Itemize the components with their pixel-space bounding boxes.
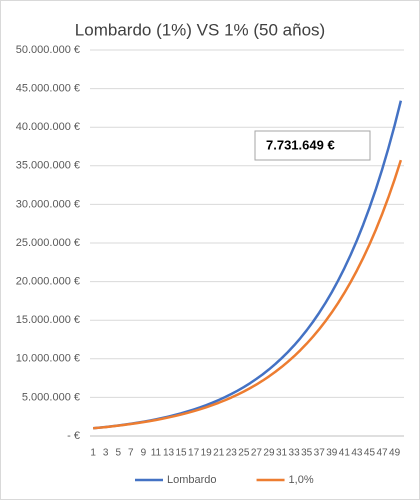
x-tick-label: 15 <box>175 448 187 459</box>
line-series <box>93 159 403 430</box>
y-tick-label: 50.000.000 € <box>16 44 80 56</box>
x-tick-label: 13 <box>163 448 175 459</box>
legend-label: 1,0% <box>289 474 314 486</box>
x-tick-label: 25 <box>238 448 250 459</box>
x-tick-label: 41 <box>339 448 351 459</box>
x-tick-label: 45 <box>364 448 376 459</box>
x-tick-label: 23 <box>226 448 238 459</box>
y-tick-label: - € <box>67 430 80 442</box>
x-tick-label: 29 <box>263 448 275 459</box>
x-tick-label: 3 <box>103 448 109 459</box>
annotation: 7.731.649 € <box>266 137 335 152</box>
x-tick-label: 31 <box>276 448 288 459</box>
x-tick-label: 11 <box>151 448 162 459</box>
x-tick-label: 43 <box>351 448 363 459</box>
y-tick-label: 10.000.000 € <box>16 353 80 365</box>
annotation-box <box>254 130 371 161</box>
x-tick-label: 47 <box>376 448 388 459</box>
y-tick-label: 5.000.000 € <box>22 391 80 403</box>
x-tick-label: 19 <box>201 448 213 459</box>
y-tick-label: 15.000.000 € <box>16 314 80 326</box>
x-tick-label: 39 <box>326 448 338 459</box>
x-tick-label: 17 <box>188 448 200 459</box>
x-tick-label: 1 <box>90 448 96 459</box>
x-tick-label: 9 <box>141 448 147 459</box>
x-tick-label: 5 <box>115 448 121 459</box>
y-tick-label: 20.000.000 € <box>16 276 80 288</box>
x-tick-label: 33 <box>289 448 301 459</box>
y-tick-label: 45.000.000 € <box>16 83 80 95</box>
x-tick-label: 37 <box>314 448 326 459</box>
y-tick-label: 25.000.000 € <box>16 237 80 249</box>
chart-title: Lombardo (1%) VS 1% (50 años) <box>75 20 325 39</box>
y-tick-label: 40.000.000 € <box>16 121 80 133</box>
x-tick-label: 21 <box>213 448 225 459</box>
grid <box>90 49 404 437</box>
x-tick-label: 7 <box>128 448 134 459</box>
y-tick-label: 30.000.000 € <box>16 198 80 210</box>
x-tick-label: 27 <box>251 448 263 459</box>
x-tick-label: 49 <box>389 448 401 459</box>
x-tick-label: 35 <box>301 448 313 459</box>
legend-label: Lombardo <box>167 474 217 486</box>
y-tick-label: 35.000.000 € <box>16 160 80 172</box>
